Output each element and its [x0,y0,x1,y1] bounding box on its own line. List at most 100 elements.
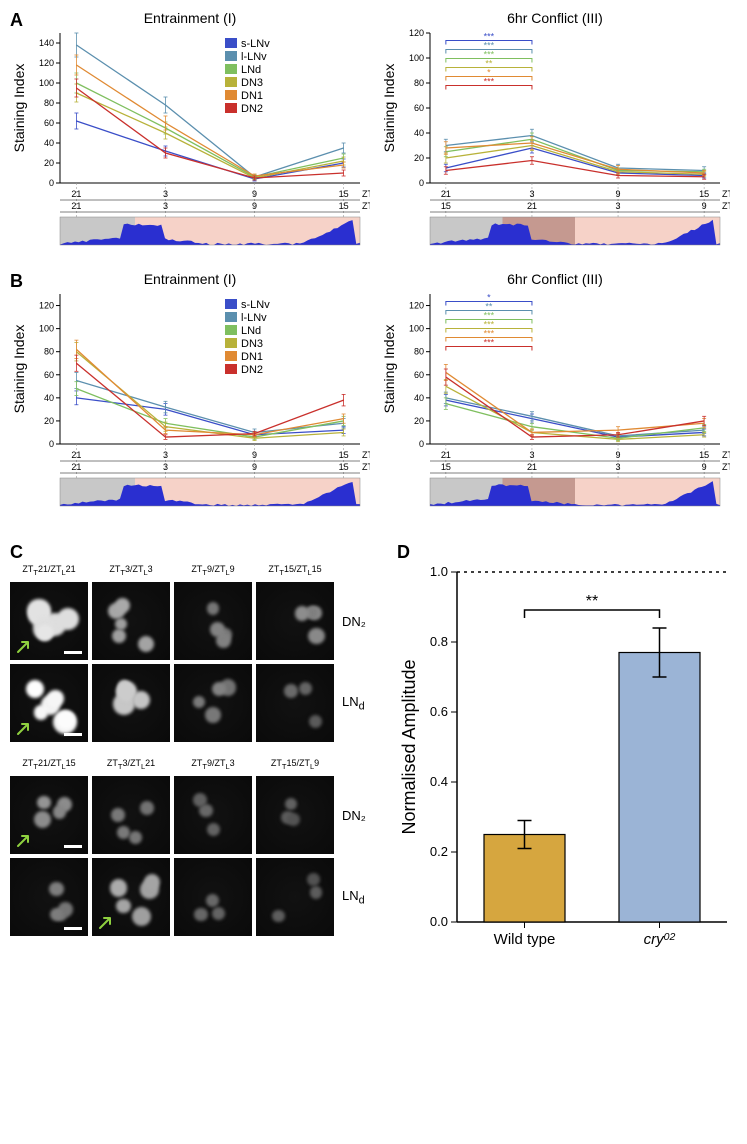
svg-text:ZTL: ZTL [722,462,730,474]
svg-text:9: 9 [252,462,257,472]
svg-text:Staining Index: Staining Index [381,64,397,153]
svg-text:20: 20 [414,153,424,163]
svg-text:20: 20 [44,158,54,168]
svg-text:120: 120 [39,301,54,311]
micrograph-row-label: LNd [338,888,378,907]
micrograph-cell [10,582,88,660]
svg-text:0: 0 [49,439,54,449]
svg-text:3: 3 [163,462,168,472]
scalebar [64,927,82,930]
svg-text:21: 21 [441,450,451,460]
svg-text:0.0: 0.0 [430,914,448,929]
panel-a-left: Entrainment (I) 020406080100120140Staini… [10,10,370,263]
panel-d-label: D [397,542,410,563]
svg-text:15: 15 [441,462,451,472]
svg-text:DN1: DN1 [241,90,263,102]
panel-b-label: B [10,271,23,292]
svg-text:60: 60 [414,370,424,380]
svg-text:9: 9 [252,450,257,460]
svg-text:DN3: DN3 [241,77,263,89]
svg-text:40: 40 [44,138,54,148]
panel-a-label: A [10,10,23,31]
scalebar [64,845,82,848]
svg-text:60: 60 [44,370,54,380]
svg-text:3: 3 [163,201,168,211]
figure-root: A Entrainment (I) 020406080100120140Stai… [10,10,737,967]
svg-text:Staining Index: Staining Index [11,64,27,153]
svg-text:3: 3 [529,450,534,460]
micrograph-cell [10,664,88,742]
svg-text:0: 0 [49,178,54,188]
svg-text:40: 40 [44,393,54,403]
line-chart-b-right: 020406080100120Staining Index***********… [380,289,730,519]
svg-text:***: *** [484,338,495,348]
svg-text:21: 21 [441,189,451,199]
svg-text:0: 0 [419,439,424,449]
svg-text:DN1: DN1 [241,351,263,363]
svg-text:Wild type: Wild type [494,931,556,948]
svg-text:DN2: DN2 [241,364,263,376]
svg-text:20: 20 [44,416,54,426]
svg-text:3: 3 [616,462,621,472]
svg-text:s-LNv: s-LNv [241,38,270,50]
svg-text:21: 21 [71,201,81,211]
svg-text:3: 3 [163,189,168,199]
micrograph-header: ZTT15/ZTL9 [256,758,334,772]
svg-text:120: 120 [39,58,54,68]
arrow-icon [16,636,34,654]
micrograph-cell [174,664,252,742]
micrograph-cell [10,776,88,854]
svg-text:100: 100 [409,53,424,63]
svg-text:21: 21 [71,462,81,472]
svg-text:100: 100 [409,324,424,334]
micrograph-header: ZTT3/ZTL21 [92,758,170,772]
svg-text:40: 40 [414,393,424,403]
svg-text:9: 9 [252,189,257,199]
svg-text:40: 40 [414,128,424,138]
svg-text:cry02: cry02 [644,931,676,948]
arrow-icon [16,830,34,848]
svg-text:ZTL: ZTL [362,201,370,213]
svg-text:Staining Index: Staining Index [11,325,27,414]
svg-text:21: 21 [71,189,81,199]
micrograph-header: ZTT15/ZTL15 [256,564,334,578]
micrograph-cell [92,582,170,660]
micrograph-cell [174,776,252,854]
svg-text:120: 120 [409,301,424,311]
micrograph-header: ZTT21/ZTL21 [10,564,88,578]
svg-text:ZTT: ZTT [722,189,730,201]
svg-text:80: 80 [44,98,54,108]
svg-text:80: 80 [44,347,54,357]
arrow-icon [16,718,34,736]
svg-text:80: 80 [414,78,424,88]
svg-text:s-LNv: s-LNv [241,299,270,311]
micrograph-cell [256,664,334,742]
svg-text:DN3: DN3 [241,338,263,350]
micrograph-cell [256,858,334,936]
micrograph-cell [256,776,334,854]
micrograph-cell [92,858,170,936]
svg-text:3: 3 [163,450,168,460]
svg-text:9: 9 [252,201,257,211]
svg-text:0: 0 [419,178,424,188]
svg-text:20: 20 [414,416,424,426]
panel-a: A Entrainment (I) 020406080100120140Stai… [10,10,737,263]
svg-text:9: 9 [616,450,621,460]
svg-text:60: 60 [414,103,424,113]
svg-text:0.2: 0.2 [430,844,448,859]
scalebar [64,733,82,736]
svg-text:21: 21 [527,462,537,472]
micrograph-header: ZTT9/ZTL9 [174,564,252,578]
svg-text:15: 15 [699,450,709,460]
svg-text:21: 21 [527,201,537,211]
line-chart-b-left: 020406080100120Staining Indexs-LNvl-LNvL… [10,289,370,519]
svg-text:0.6: 0.6 [430,704,448,719]
svg-text:ZTT: ZTT [722,450,730,462]
svg-text:15: 15 [339,450,349,460]
micrograph-block-1: ZTT21/ZTL21ZTT3/ZTL3ZTT9/ZTL9ZTT15/ZTL15… [10,564,387,742]
panel-b-right-title: 6hr Conflict (III) [380,271,730,287]
line-chart-a-right: 020406080100120Staining Index***********… [380,28,730,258]
svg-text:100: 100 [39,324,54,334]
micrograph-row-label: DN₂ [338,614,378,629]
panel-a-right-title: 6hr Conflict (III) [380,10,730,26]
